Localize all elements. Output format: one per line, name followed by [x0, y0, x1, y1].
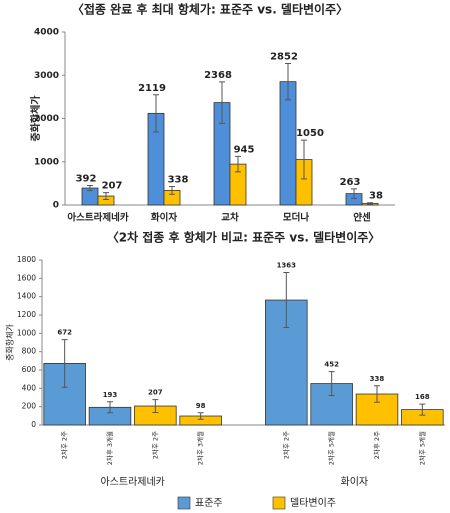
value-label: 338 [168, 174, 189, 185]
x-tick-label: 2차후 2주 [150, 431, 159, 459]
value-label: 1363 [277, 262, 297, 270]
value-label: 263 [340, 177, 361, 188]
y-tick-label: 400 [22, 383, 37, 392]
value-label: 945 [234, 144, 255, 155]
group-label: 화이자 [341, 476, 369, 488]
y-tick-label: 200 [22, 402, 37, 411]
y-tick-label: 1800 [17, 255, 36, 264]
error-bar [283, 272, 290, 329]
value-label: 2368 [204, 70, 232, 81]
x-tick-label: 교차 [221, 212, 239, 224]
y-tick-label: 2000 [34, 114, 59, 124]
legend-swatch [177, 496, 191, 510]
y-tick-label: 1400 [17, 292, 36, 301]
x-tick-label: 2차후 2주 [60, 431, 69, 459]
x-tick-label: 2차후 3개월 [105, 431, 114, 465]
x-tick-label: 모더나 [283, 212, 309, 224]
y-tick-label: 1600 [17, 273, 36, 282]
error-bar [219, 81, 225, 124]
chart-title: 〈2차 접종 후 항체가 비교: 표준주 vs. 델타변이주〉 [107, 230, 381, 245]
x-tick-label: 2차후 5개월 [327, 431, 336, 465]
y-tick-label: 1000 [17, 328, 36, 337]
value-label: 672 [57, 329, 72, 337]
y-tick-label: 4000 [34, 28, 59, 38]
legend-label: 델타변이주 [290, 497, 336, 509]
value-label: 338 [370, 375, 385, 383]
x-tick-label: 2차후 2주 [372, 431, 381, 459]
value-label: 207 [102, 181, 123, 192]
value-label: 452 [324, 361, 339, 369]
x-tick-label: 아스트라제네카 [67, 212, 128, 224]
y-tick-label: 800 [22, 347, 37, 356]
y-tick-label: 0 [31, 420, 36, 429]
chart-title: 〈접종 완료 후 최대 항체가: 표준주 vs. 델타변이주〉 [72, 2, 348, 17]
error-bar [107, 401, 114, 414]
value-label: 207 [148, 389, 163, 397]
y-axis-label: 중화항체가 [5, 323, 15, 360]
error-bar [301, 139, 307, 180]
error-bar [235, 155, 241, 173]
error-bar [197, 412, 204, 420]
legend-label: 표준주 [195, 497, 223, 509]
y-tick-label: 1000 [34, 157, 59, 167]
value-label: 38 [369, 191, 383, 202]
error-bar [373, 385, 380, 403]
legend-swatch [272, 496, 286, 510]
value-label: 2119 [138, 83, 166, 94]
x-tick-label: 화이자 [151, 212, 177, 224]
x-tick-label: 얀센 [353, 212, 371, 224]
y-tick-label: 3000 [34, 71, 59, 81]
x-tick-label: 2차후 5개월 [417, 431, 426, 465]
y-tick-label: 0 [53, 201, 59, 211]
value-label: 193 [103, 391, 118, 399]
group-label: 아스트라제네카 [100, 476, 164, 488]
x-tick-label: 2차후 2주 [281, 431, 290, 459]
error-bar [328, 371, 335, 396]
error-bar [152, 399, 159, 413]
y-tick-label: 600 [22, 365, 37, 374]
error-bar [87, 184, 93, 192]
error-bar [61, 339, 68, 388]
y-axis-label: 중화항체가 [29, 95, 42, 142]
y-tick-label: 1200 [17, 310, 36, 319]
error-bar [285, 62, 291, 101]
x-tick-label: 2차후 3개월 [196, 431, 205, 465]
error-bar [351, 188, 357, 199]
error-bar [367, 202, 373, 205]
error-bar [153, 94, 159, 133]
value-label: 98 [196, 402, 206, 410]
error-bar [419, 403, 426, 416]
error-bar [103, 192, 109, 201]
value-label: 392 [76, 173, 97, 184]
error-bar [169, 185, 175, 195]
value-label: 1050 [296, 128, 324, 139]
value-label: 168 [415, 393, 430, 401]
value-label: 2852 [270, 51, 298, 62]
